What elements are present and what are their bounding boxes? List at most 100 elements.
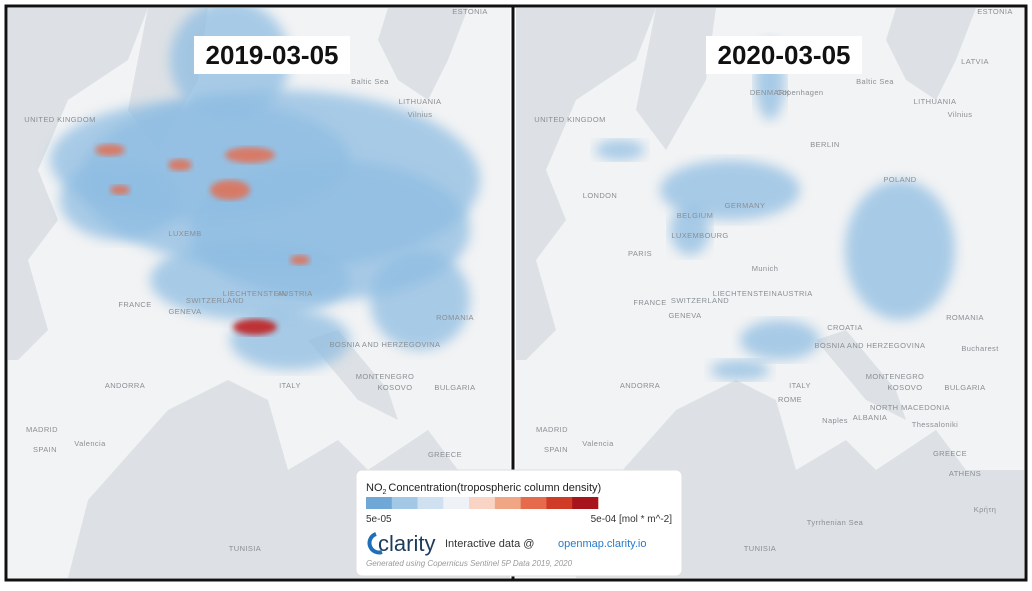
no2-area (233, 319, 277, 335)
place-label: BERLIN (810, 140, 840, 149)
place-label: POLAND (883, 175, 916, 184)
place-label: ESTONIA (977, 7, 1013, 16)
place-label: Bucharest (961, 344, 999, 353)
sea (886, 8, 976, 100)
place-label: Valencia (582, 439, 614, 448)
place-label: ITALY (279, 381, 301, 390)
place-label: BOSNIA AND HERZEGOVINA (815, 341, 926, 350)
place-label: SPAIN (33, 445, 57, 454)
place-label: BULGARIA (434, 383, 475, 392)
legend-title-sub: 2 (383, 489, 387, 496)
no2-area (660, 160, 800, 220)
place-label: GREECE (428, 450, 462, 459)
place-label: Naples (822, 416, 848, 425)
place-label: ATHENS (949, 469, 981, 478)
place-label: BELGIUM (677, 211, 714, 220)
place-label: ANDORRA (105, 381, 145, 390)
place-label: DENMARK (750, 88, 790, 97)
brand-name: clarity (378, 531, 435, 556)
legend-swatch (494, 497, 521, 509)
place-label: TUNISIA (744, 544, 776, 553)
place-label: MONTENEGRO (866, 372, 925, 381)
date-box (706, 36, 862, 74)
place-label: Thessaloniki (912, 420, 959, 429)
legend-swatch (417, 497, 444, 509)
place-label: KOSOVO (378, 383, 413, 392)
place-label: GERMANY (725, 201, 766, 210)
place-label: UNITED KINGDOM (534, 115, 605, 124)
place-label: UNITED KINGDOM (24, 115, 95, 124)
legend-box (355, 469, 683, 577)
place-label: LITHUANIA (399, 97, 442, 106)
place-label: SPAIN (544, 445, 568, 454)
place-label: Baltic Sea (856, 77, 894, 86)
sea (636, 8, 716, 150)
legend-swatch (520, 497, 547, 509)
place-label: LIECHTENSTEIN (223, 289, 287, 298)
legend-swatch (572, 497, 599, 509)
place-label: Vilnius (948, 110, 973, 119)
no2-area (290, 255, 310, 265)
place-label: KOSOVO (888, 383, 923, 392)
place-label: GENEVA (168, 307, 201, 316)
place-label: LATVIA (961, 57, 989, 66)
brand-logo (367, 532, 383, 555)
place-label: PARIS (628, 249, 652, 258)
place-label: MADRID (536, 425, 568, 434)
frame (4, 4, 1028, 582)
place-label: Κρήτη (974, 505, 997, 514)
place-label: ROMANIA (946, 313, 984, 322)
no2-area (168, 159, 192, 171)
legend-min: 5e-05 (366, 514, 392, 525)
sea (816, 330, 906, 420)
sea (8, 8, 148, 360)
legend: NO2 Concentration(tropospheric column den… (355, 469, 683, 577)
interactive-text: Interactive data @ (445, 538, 534, 550)
legend-title: NO2 Concentration(tropospheric column den… (366, 482, 601, 496)
legend-swatch (443, 497, 470, 509)
no2-area (60, 160, 180, 240)
place-label: ROME (778, 395, 802, 404)
place-label: Vilnius (408, 110, 433, 119)
legend-swatch (469, 497, 496, 509)
no2-area (370, 250, 470, 350)
place-label: AUSTRIA (277, 289, 312, 298)
place-label: ESTONIA (452, 7, 488, 16)
no2-area (210, 180, 250, 200)
place-label: ALBANIA (853, 413, 887, 422)
date-label: 2019-03-05 (206, 40, 339, 70)
sea (516, 8, 656, 360)
legend-swatch (391, 497, 418, 509)
place-label: TUNISIA (229, 544, 261, 553)
credit: Generated using Copernicus Sentinel 5P D… (366, 559, 573, 568)
no2-area (225, 147, 275, 163)
place-label: Munich (752, 264, 779, 273)
place-label: ITALY (789, 381, 811, 390)
no2-area (740, 320, 820, 360)
no2-area (110, 185, 130, 195)
place-label: CROATIA (827, 323, 863, 332)
place-label: Copenhagen (777, 88, 824, 97)
no2-area (595, 140, 645, 160)
place-label: LUXEMB (168, 229, 201, 238)
url-link[interactable]: openmap.clarity.io (558, 538, 646, 550)
place-label: BULGARIA (944, 383, 985, 392)
place-label: MADRID (26, 425, 58, 434)
place-label: MONTENEGRO (356, 372, 415, 381)
sea (378, 8, 468, 100)
no2-area (95, 144, 125, 156)
legend-title-main: NO (366, 482, 383, 494)
place-label: GREECE (933, 449, 967, 458)
legend-title-rest: Concentration(tropospheric column densit… (388, 482, 601, 494)
no2-area (710, 360, 770, 380)
place-label: FRANCE (633, 298, 666, 307)
place-label: BOSNIA AND HERZEGOVINA (330, 340, 441, 349)
date-box (194, 36, 350, 74)
no2-area (670, 205, 710, 255)
place-label: ANDORRA (620, 381, 660, 390)
legend-max: 5e-04 [mol * m^-2] (591, 514, 673, 525)
place-label: LIECHTENSTEIN (713, 289, 777, 298)
place-label: NORTH MACEDONIA (870, 403, 950, 412)
no2-area (845, 180, 955, 320)
place-label: GENEVA (668, 311, 701, 320)
